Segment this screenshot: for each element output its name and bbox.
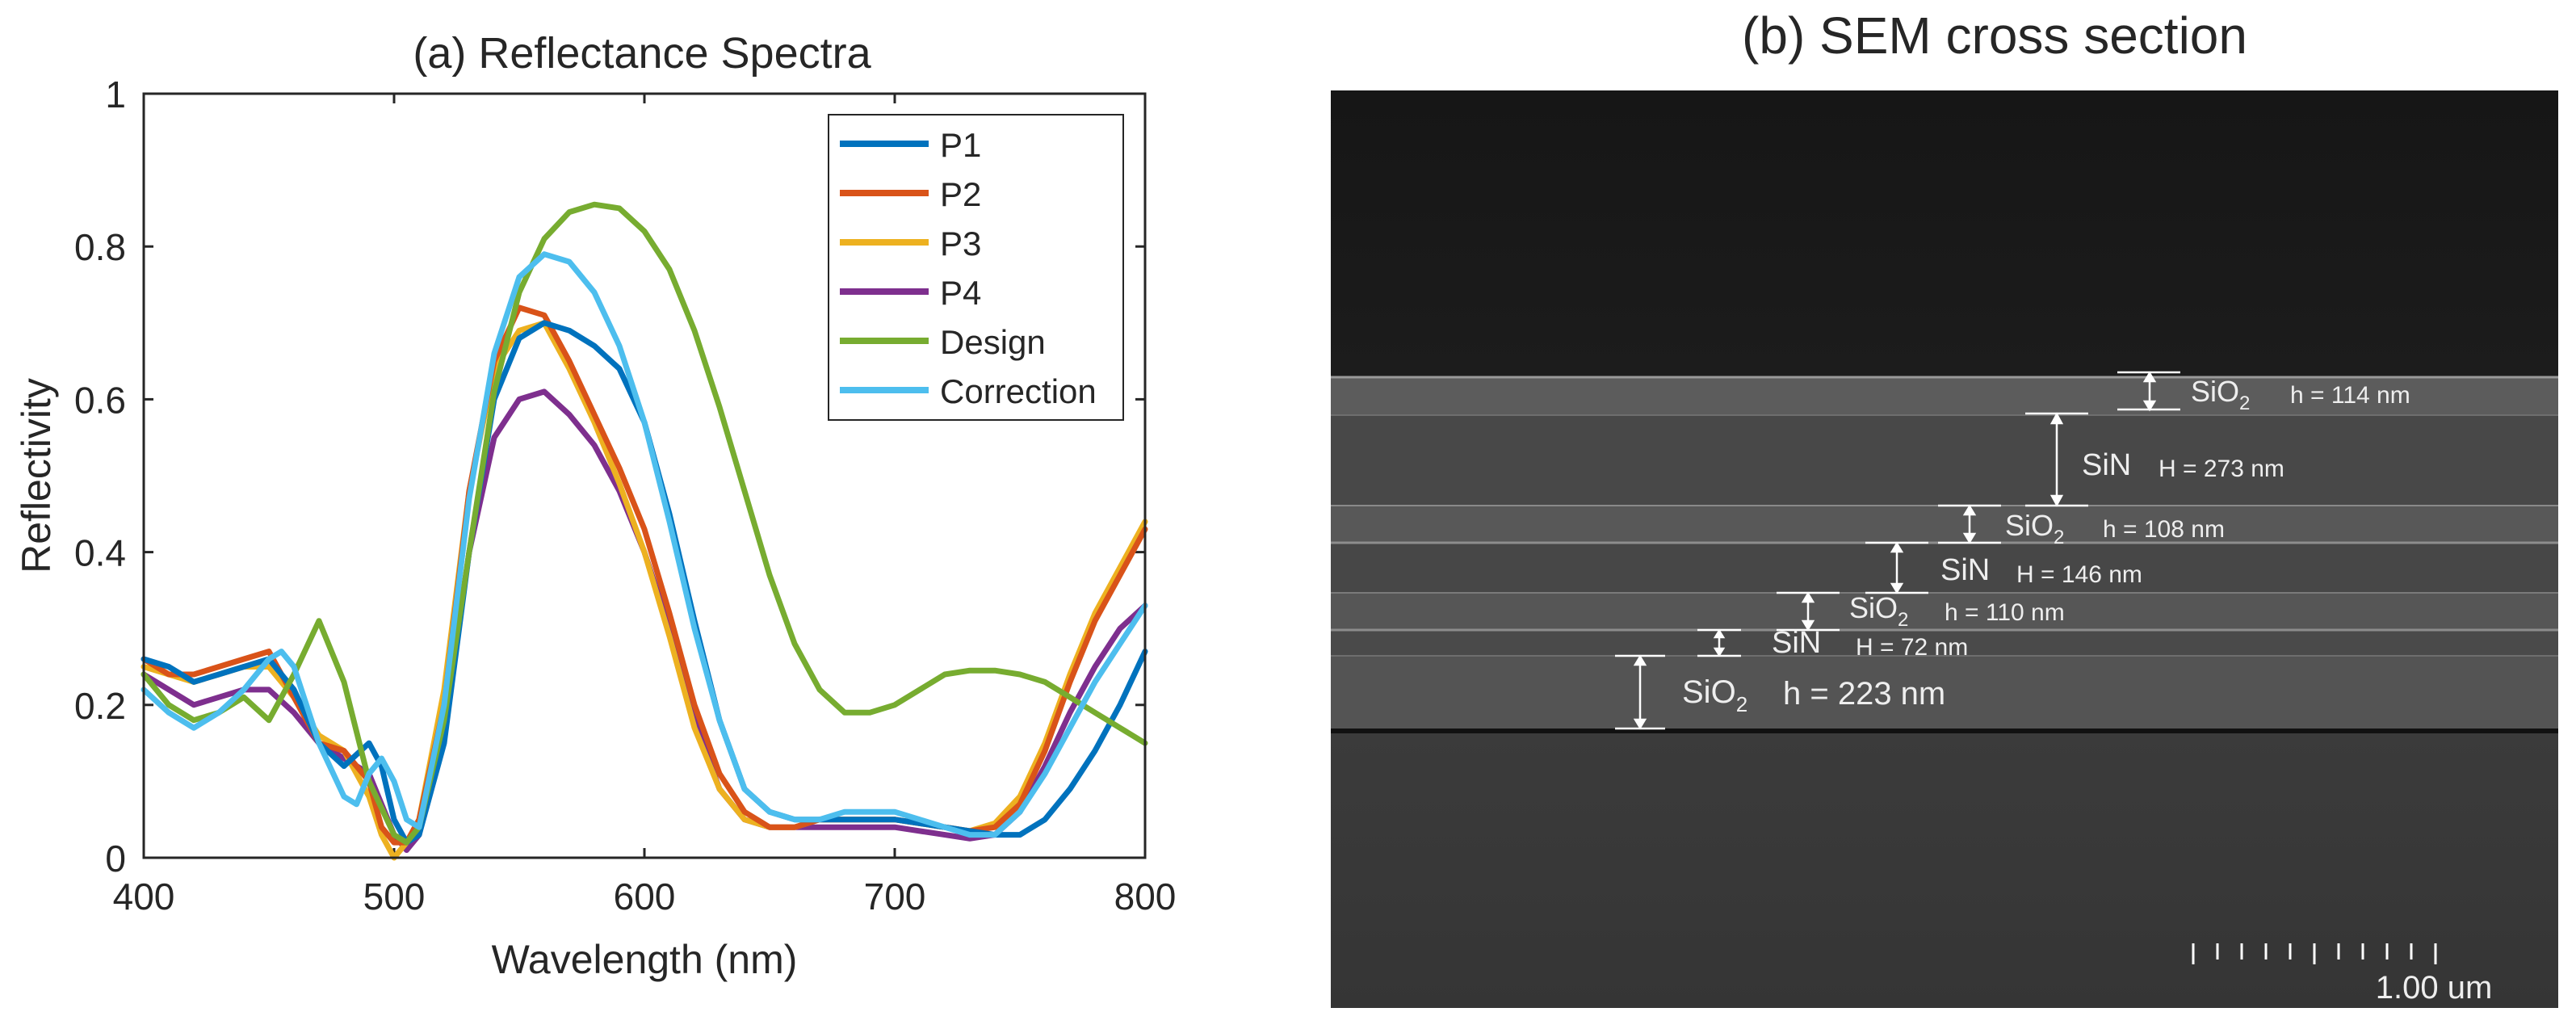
reflectance-chart: (a) Reflectance Spectra 0 0.2 0.4 0.6 0.8 1 4… bbox=[14, 29, 1176, 982]
legend-label-p1: P1 bbox=[940, 126, 981, 164]
sem-title: (b) SEM cross section bbox=[1742, 6, 2247, 65]
sem-image bbox=[1331, 90, 2558, 1008]
y-axis-label: Reflectivity bbox=[14, 378, 59, 573]
svg-text:SiO2: SiO2 bbox=[2191, 375, 2250, 414]
series-line-correction bbox=[141, 251, 1148, 838]
layer-label-5: SiO2 h = 110 nm bbox=[1849, 591, 2065, 631]
x-tick-label: 500 bbox=[363, 876, 426, 918]
y-tick-label: 1 bbox=[105, 73, 126, 115]
legend-label-correction: Correction bbox=[940, 372, 1097, 410]
svg-text:SiO2: SiO2 bbox=[1849, 591, 1908, 631]
x-tick-label: 800 bbox=[1114, 876, 1177, 918]
x-tick-labels: 400 500 600 700 800 bbox=[113, 876, 1177, 918]
svg-text:SiN: SiN bbox=[1772, 626, 1821, 660]
layer-label-6: SiN H = 72 nm bbox=[1772, 626, 1968, 661]
scale-bar-label: 1.00 um bbox=[2376, 970, 2493, 1006]
svg-text:h = 110 nm: h = 110 nm bbox=[1945, 599, 2065, 626]
y-tick-label: 0.2 bbox=[74, 685, 126, 727]
scale-bar: 1.00 um bbox=[2192, 943, 2493, 1006]
legend: P1 P2 P3 P4 Design Correction bbox=[828, 114, 1124, 421]
y-tick-label: 0.4 bbox=[74, 532, 126, 574]
x-tick-label: 400 bbox=[113, 876, 175, 918]
legend-label-p2: P2 bbox=[940, 175, 981, 213]
layer-label-3: SiO2 h = 108 nm bbox=[2005, 509, 2225, 548]
legend-label-p3: P3 bbox=[940, 225, 981, 262]
x-tick-label: 600 bbox=[614, 876, 676, 918]
layer-label-2: SiN H = 273 nm bbox=[2082, 448, 2284, 482]
svg-text:H = 273 nm: H = 273 nm bbox=[2159, 456, 2284, 482]
svg-text:SiO2: SiO2 bbox=[2005, 509, 2064, 548]
plot-lines bbox=[141, 201, 1148, 861]
svg-text:SiN: SiN bbox=[2082, 448, 2131, 482]
layer-labels: SiO2 h = 114 nm SiN H = 273 nm SiO2 h = … bbox=[1682, 375, 2410, 716]
thickness-markers bbox=[1615, 371, 2180, 730]
legend-label-design: Design bbox=[940, 323, 1046, 361]
layer-label-1: SiO2 h = 114 nm bbox=[2191, 375, 2410, 414]
x-tick-label: 700 bbox=[864, 876, 926, 918]
y-tick-labels: 0 0.2 0.4 0.6 0.8 1 bbox=[74, 73, 126, 880]
legend-box bbox=[828, 114, 1124, 421]
svg-text:H = 72 nm: H = 72 nm bbox=[1856, 634, 1968, 661]
series-line-design bbox=[141, 201, 1148, 846]
sem-panel: (b) SEM cross section bbox=[1331, 6, 2558, 1008]
svg-text:SiN: SiN bbox=[1940, 553, 1990, 587]
layer-label-4: SiN H = 146 nm bbox=[1940, 553, 2142, 588]
series-line-p4 bbox=[141, 388, 1148, 853]
svg-text:h = 108 nm: h = 108 nm bbox=[2103, 516, 2225, 543]
plot-frame bbox=[142, 92, 1147, 859]
svg-text:H = 146 nm: H = 146 nm bbox=[2016, 561, 2142, 588]
y-tick-label: 0 bbox=[105, 838, 126, 880]
svg-text:h = 114 nm: h = 114 nm bbox=[2290, 382, 2410, 409]
chart-title: (a) Reflectance Spectra bbox=[413, 29, 871, 78]
layer-label-7: SiO2 h = 223 nm bbox=[1682, 674, 1945, 716]
x-axis-label: Wavelength (nm) bbox=[492, 937, 798, 982]
svg-text:h = 223 nm: h = 223 nm bbox=[1783, 676, 1945, 712]
svg-text:SiO2: SiO2 bbox=[1682, 674, 1747, 716]
legend-label-p4: P4 bbox=[940, 274, 981, 312]
y-tick-label: 0.8 bbox=[74, 226, 126, 268]
y-tick-label: 0.6 bbox=[74, 379, 126, 421]
